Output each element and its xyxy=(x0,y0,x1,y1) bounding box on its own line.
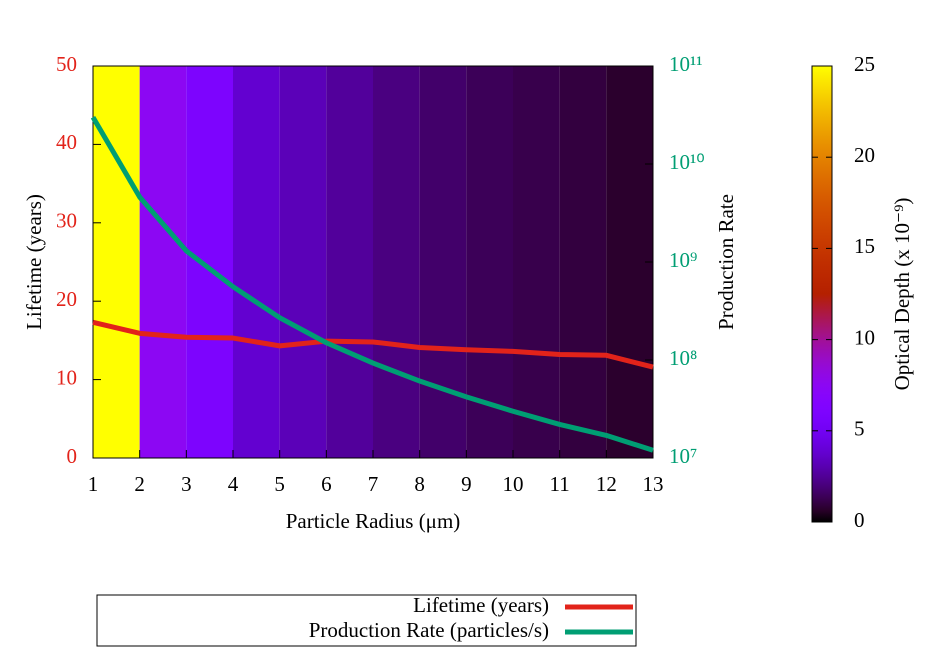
x-tick-label: 2 xyxy=(134,472,145,496)
colorbar-tick-label: 20 xyxy=(854,143,875,167)
y-tick-label: 10 xyxy=(56,365,77,389)
y-axis-label: Lifetime (years) xyxy=(22,194,46,330)
optical-depth-band xyxy=(186,66,233,458)
x-axis-label: Particle Radius (μm) xyxy=(286,509,461,533)
x-tick-label: 13 xyxy=(643,472,664,496)
x-tick-label: 7 xyxy=(368,472,379,496)
x-tick-label: 6 xyxy=(321,472,332,496)
y2-tick-label: 10⁸ xyxy=(669,346,697,370)
y-tick-label: 50 xyxy=(56,52,77,76)
optical-depth-band xyxy=(326,66,373,458)
legend-label: Production Rate (particles/s) xyxy=(309,618,549,642)
legend-label: Lifetime (years) xyxy=(413,593,549,617)
y-tick-label: 30 xyxy=(56,209,77,233)
y-tick-label: 20 xyxy=(56,287,77,311)
x-tick-label: 1 xyxy=(88,472,99,496)
colorbar-tick-label: 15 xyxy=(854,234,875,258)
optical-depth-band xyxy=(513,66,560,458)
x-tick-label: 9 xyxy=(461,472,472,496)
colorbar xyxy=(811,65,833,523)
x-tick-label: 5 xyxy=(274,472,285,496)
optical-depth-band xyxy=(279,66,327,458)
colorbar-tick-label: 5 xyxy=(854,417,865,441)
y-tick-label: 0 xyxy=(67,444,78,468)
x-tick-label: 8 xyxy=(414,472,425,496)
colorbar-tick-label: 25 xyxy=(854,52,875,76)
optical-depth-band xyxy=(419,66,467,458)
y2-tick-label: 10⁷ xyxy=(669,444,697,468)
optical-depth-band xyxy=(466,66,513,458)
x-tick-label: 11 xyxy=(550,472,570,496)
y2-tick-label: 10⁹ xyxy=(669,248,697,272)
y2-tick-label: 10¹⁰ xyxy=(669,150,705,174)
series-line xyxy=(92,319,654,370)
x-tick-label: 12 xyxy=(596,472,617,496)
y2-axis-label: Production Rate xyxy=(714,194,738,330)
optical-depth-band xyxy=(373,66,420,458)
legend-box xyxy=(96,594,637,647)
optical-depth-band xyxy=(559,66,607,458)
colorbar-tick-label: 0 xyxy=(854,508,865,532)
x-tick-label: 3 xyxy=(181,472,192,496)
colorbar-tick-label: 10 xyxy=(854,325,875,349)
series-line xyxy=(90,115,654,453)
y-tick-label: 40 xyxy=(56,130,77,154)
x-tick-label: 10 xyxy=(503,472,524,496)
optical-depth-band xyxy=(139,66,187,458)
colorbar-label: Optical Depth (x 10⁻⁹) xyxy=(890,198,914,391)
x-tick-label: 4 xyxy=(228,472,239,496)
y2-tick-label: 10¹¹ xyxy=(669,52,703,76)
optical-depth-band xyxy=(233,66,280,458)
